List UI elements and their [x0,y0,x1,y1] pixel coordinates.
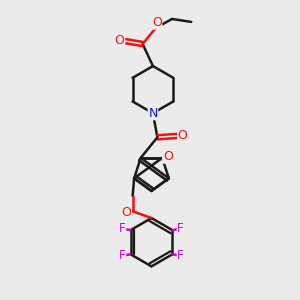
Text: F: F [177,222,184,235]
Text: O: O [163,150,173,163]
Text: O: O [115,34,124,47]
Text: O: O [163,150,172,163]
Text: O: O [152,16,162,29]
Text: F: F [119,222,126,235]
Text: O: O [121,206,131,219]
Text: N: N [148,107,158,120]
Text: O: O [178,129,188,142]
Text: F: F [119,249,126,262]
Text: F: F [177,249,184,262]
